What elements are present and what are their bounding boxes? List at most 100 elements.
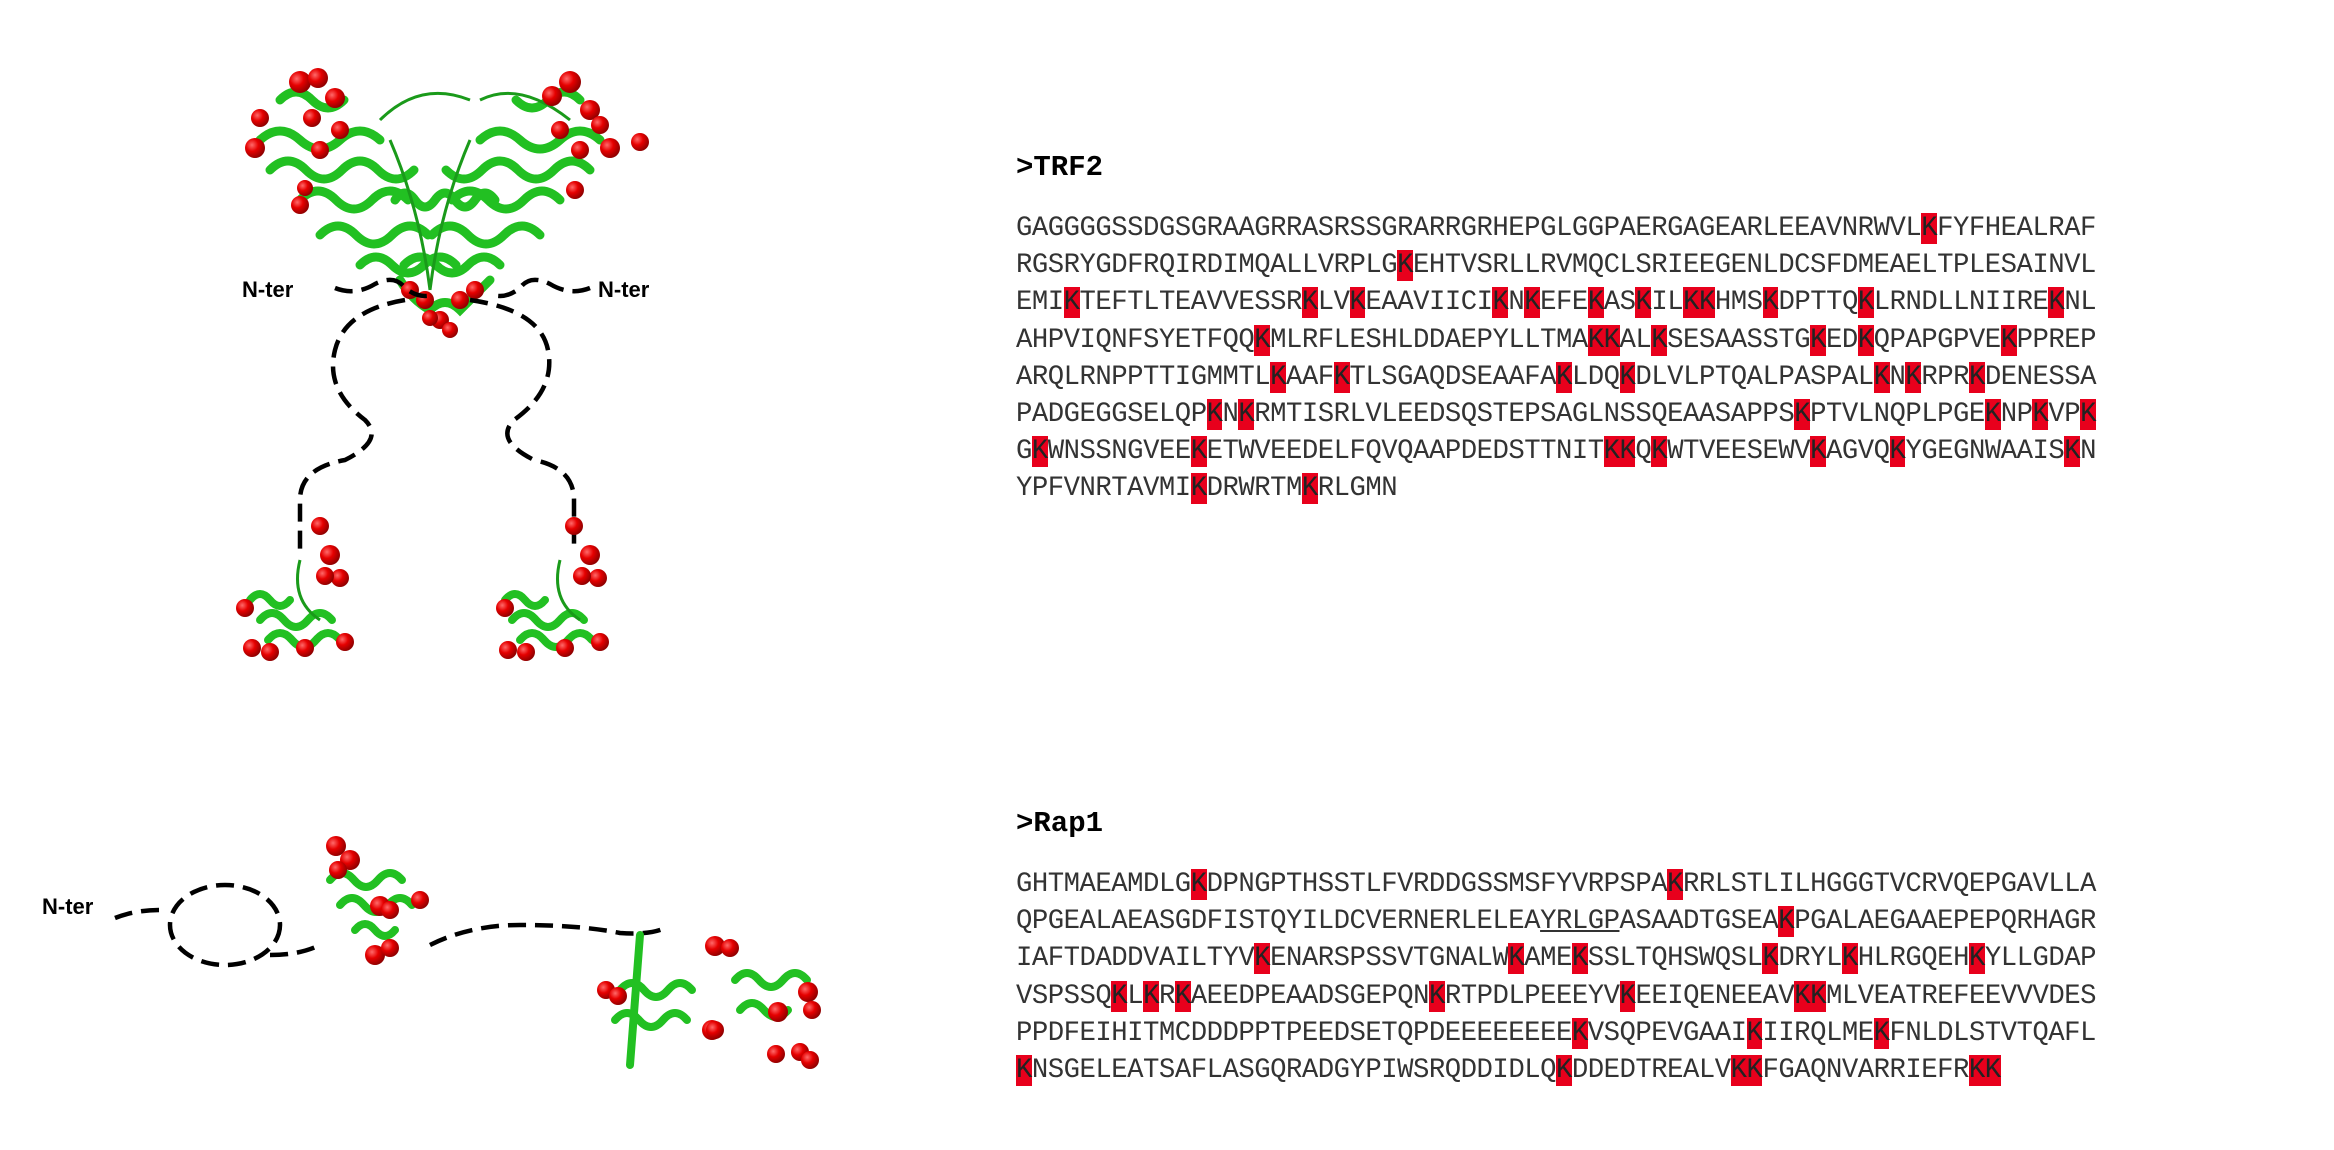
sequence-segment: EMI bbox=[1016, 287, 1064, 319]
lysine-highlight: K bbox=[1984, 399, 2001, 431]
lysine-highlight: K bbox=[1587, 287, 1604, 319]
lysine-highlight: K bbox=[1873, 1017, 1890, 1049]
lysine-highlight: KK bbox=[1968, 1055, 2001, 1087]
sequence-segment: PADGEGGSELQP bbox=[1016, 399, 1207, 431]
lysine-highlight: K bbox=[1143, 980, 1159, 1012]
lysine-highlight: K bbox=[1873, 361, 1890, 393]
lysine-highlight: K bbox=[1508, 943, 1525, 975]
lysine-highlight: K bbox=[1651, 436, 1668, 468]
sequence-segment: AEEDPEAADSGEPQN bbox=[1190, 980, 1430, 1012]
sequence-segment: DENESSA bbox=[1984, 361, 2097, 393]
sequence-segment: GAGGGGSSDGSGRAAGRRASRSSGRARRGRHEPGLGGPAE… bbox=[1016, 213, 1922, 244]
lysine-highlight: K bbox=[1428, 980, 1445, 1012]
lysine-highlight: K bbox=[1349, 287, 1366, 319]
lysine-highlight: K bbox=[1190, 473, 1207, 505]
sequence-segment: ENARSPSSVTGNALW bbox=[1270, 943, 1509, 975]
sequence-segment: AGVQ bbox=[1826, 436, 1890, 468]
sequence-segment: VSQPEVGAAI bbox=[1587, 1017, 1747, 1049]
underlined-motif: YRLGP bbox=[1540, 906, 1620, 938]
sequence-segment: VSPSSQ bbox=[1016, 980, 1112, 1012]
sequence-segment: HMS bbox=[1714, 287, 1763, 319]
sequence-segment: MLRFLESHLDDAEPYLLTMA bbox=[1270, 324, 1588, 356]
lysine-highlight: K bbox=[1571, 943, 1588, 975]
rap1-sequence-block: >Rap1 GHTMAEAMDLGKDPNGPTHSSTLFVRDDGSSMSF… bbox=[1016, 806, 2097, 1089]
sequence-segment: TLSGAQDSEAAFA bbox=[1349, 361, 1557, 393]
sequence-segment: Q bbox=[1635, 436, 1652, 468]
sequence-segment: PPREP bbox=[2016, 324, 2097, 356]
sequence-segment: DPTTQ bbox=[1778, 287, 1858, 319]
sequence-segment: PGALAEGAAEPEPQRHAGR bbox=[1794, 906, 2096, 938]
lysine-highlight: K bbox=[1619, 361, 1636, 393]
sequence-segment: IL bbox=[1651, 287, 1684, 319]
sequence-segment: NL bbox=[2064, 287, 2097, 319]
trf2-linkers bbox=[297, 277, 591, 550]
lysine-highlight: KK bbox=[1794, 980, 1827, 1012]
sequence-segment: AHPVIQNFSYETFQQ bbox=[1016, 324, 1255, 356]
sequence-segment: PPDFEIHITMCDDDPPTPEEDSETQPDEEEEEEEE bbox=[1016, 1017, 1572, 1049]
trf2-dimer-structure: N-ter N-ter bbox=[236, 68, 650, 661]
sequence-line: PADGEGGSELQPKNKRMTISRLVLEEDSQSTEPSAGLNSS… bbox=[1016, 396, 2096, 433]
sequence-segment: LV bbox=[1317, 287, 1350, 319]
lysine-highlight: K bbox=[1555, 1055, 1572, 1087]
lysine-highlight: K bbox=[1301, 287, 1318, 319]
lysine-highlight: K bbox=[1857, 324, 1874, 356]
sequence-segment: YPFVNRTAVMI bbox=[1016, 473, 1191, 505]
sequence-segment: NP bbox=[2000, 399, 2033, 431]
sequence-line: KNSGELEATSAFLASGQRADGYPIWSRQDDIDLQKDDEDT… bbox=[1016, 1052, 2096, 1089]
sequence-segment: FNLDLSTVTQAFL bbox=[1889, 1017, 2096, 1049]
sequence-segment: AAF bbox=[1285, 361, 1334, 393]
sequence-segment: DDEDTREALV bbox=[1571, 1055, 1731, 1087]
sequence-segment: DPNGPTHSSTLFVRDDGSSMSFYVRPSPA bbox=[1206, 869, 1668, 900]
lysine-highlight: K bbox=[1174, 980, 1191, 1012]
lysine-highlight: K bbox=[1238, 399, 1255, 431]
sequence-segment: N bbox=[1222, 399, 1239, 431]
lysine-highlight: K bbox=[2032, 399, 2049, 431]
sequence-segment: EFE bbox=[1540, 287, 1588, 319]
sequence-segment: PTVLNQPLPGE bbox=[1810, 399, 1985, 431]
sequence-segment: SSLTQHSWQSL bbox=[1587, 943, 1763, 975]
sequence-segment: TEFTLTEAVVESSR bbox=[1079, 287, 1303, 319]
lysine-highlight: K bbox=[1254, 943, 1271, 975]
sequence-segment: N bbox=[1508, 287, 1525, 319]
trf2-sequence-block: >TRF2 GAGGGGSSDGSGRAAGRRASRSSGRARRGRHEPG… bbox=[1016, 150, 2097, 508]
sequence-segment: FYFHEALRAF bbox=[1937, 213, 2096, 244]
lysine-highlight: K bbox=[1031, 436, 1048, 468]
sequence-line: YPFVNRTAVMIKDRWRTMKRLGMN bbox=[1016, 470, 2096, 507]
lysine-highlight: K bbox=[1841, 943, 1858, 975]
lysine-highlight: K bbox=[2048, 287, 2065, 319]
lysine-highlight: K bbox=[2080, 399, 2096, 431]
sequence-line: RGSRYGDFRQIRDIMQALLVRPLGKEHTVSRLLRVMQCLS… bbox=[1016, 247, 2096, 284]
sequence-segment: EEIQENEEAV bbox=[1635, 980, 1795, 1012]
trf2-sequence-title: >TRF2 bbox=[1016, 151, 1104, 184]
lysine-highlight: K bbox=[1762, 287, 1779, 319]
sequence-segment: RPR bbox=[1921, 361, 1969, 393]
sequence-segment: GHTMAEAMDLG bbox=[1016, 869, 1191, 900]
trf2-sequence-lines: GAGGGGSSDGSGRAAGRRASRSSGRARRGRHEPGLGGPAE… bbox=[1016, 210, 2097, 508]
lysine-highlight: KK bbox=[1603, 436, 1636, 468]
sequence-line: IAFTDADDVAILTYVKENARSPSSVTGNALWKAMEKSSLT… bbox=[1016, 940, 2097, 977]
lysine-highlight: K bbox=[1857, 287, 1874, 319]
sequence-segment: ED bbox=[1825, 324, 1858, 356]
lysine-highlight: KK bbox=[1683, 287, 1715, 319]
lysine-highlight: K bbox=[1810, 436, 1827, 468]
sequence-line: QPGEALAEASGDFISTQYILDCVERNERLELEAYRLGPAS… bbox=[1016, 903, 2096, 940]
sequence-segment: L bbox=[1127, 980, 1144, 1012]
sequence-segment: FGAQNVARRIEFR bbox=[1762, 1055, 1969, 1087]
rap1-linkers bbox=[114, 882, 666, 968]
sequence-segment: RLGMN bbox=[1317, 473, 1398, 505]
sequence-segment: IIRQLME bbox=[1762, 1017, 1874, 1049]
sequence-segment: EHTVSRLLRVMQCLSRIEEGENLDCSFDMEAELTPLESAI… bbox=[1413, 250, 2096, 282]
lysine-highlight: K bbox=[1555, 361, 1572, 393]
sequence-segment: HLRGQEH bbox=[1857, 943, 1970, 975]
lysine-highlight: K bbox=[1889, 436, 1906, 468]
lysine-highlight: K bbox=[1111, 980, 1128, 1012]
lysine-spheres bbox=[245, 68, 649, 338]
sequence-segment: LDQ bbox=[1571, 361, 1620, 393]
sequence-segment: RRLSTLILHGGGTVCRVQEPGAVLLA bbox=[1683, 869, 2096, 900]
lysine-highlight: K bbox=[1016, 1055, 1032, 1087]
lysine-highlight: K bbox=[1524, 287, 1541, 319]
sequence-segment: RGSRYGDFRQIRDIMQALLVRPLG bbox=[1016, 250, 1398, 282]
lysine-highlight: K bbox=[2064, 436, 2081, 468]
lysine-highlight: K bbox=[1397, 250, 1414, 282]
sequence-line: GAGGGGSSDGSGRAAGRRASRSSGRARRGRHEPGLGGPAE… bbox=[1016, 210, 2096, 247]
